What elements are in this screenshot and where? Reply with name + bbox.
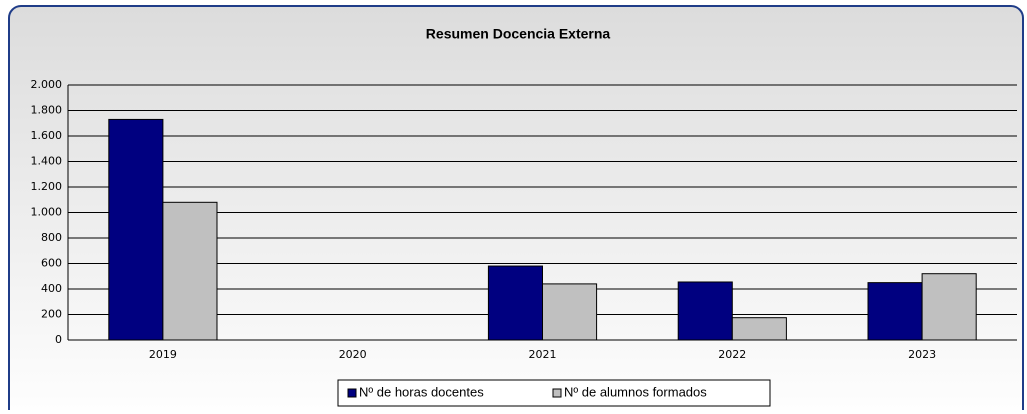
bar — [487, 265, 544, 341]
y-tick-label: 2.000 — [31, 78, 63, 91]
y-tick-label: 1.800 — [31, 104, 63, 117]
x-tick-label: 2021 — [529, 348, 557, 361]
y-tick-label: 0 — [55, 333, 62, 346]
y-tick-label: 200 — [41, 308, 62, 321]
bar — [867, 282, 923, 341]
legend-label: Nº de alumnos formados — [564, 384, 707, 399]
x-tick-label: 2022 — [718, 348, 746, 361]
legend-swatch — [552, 388, 562, 398]
y-tick-label: 1.200 — [31, 180, 63, 193]
bar — [108, 118, 164, 341]
bar — [921, 273, 977, 341]
y-tick-label: 1.400 — [31, 155, 63, 168]
bar — [731, 317, 787, 341]
y-tick-label: 800 — [41, 231, 62, 244]
bar — [542, 283, 598, 341]
legend-swatch — [347, 388, 357, 398]
chart-frame — [8, 5, 1024, 414]
chart-title: Resumen Docencia Externa — [426, 26, 611, 42]
x-tick-label: 2019 — [149, 348, 177, 361]
bar — [677, 281, 733, 341]
x-tick-label: 2023 — [908, 348, 936, 361]
bar — [162, 201, 218, 341]
legend-label: Nº de horas docentes — [359, 384, 484, 399]
y-tick-label: 1.600 — [31, 129, 63, 142]
y-tick-label: 600 — [41, 257, 62, 270]
y-tick-label: 400 — [41, 282, 62, 295]
x-tick-label: 2020 — [339, 348, 367, 361]
y-tick-label: 1.000 — [31, 206, 63, 219]
